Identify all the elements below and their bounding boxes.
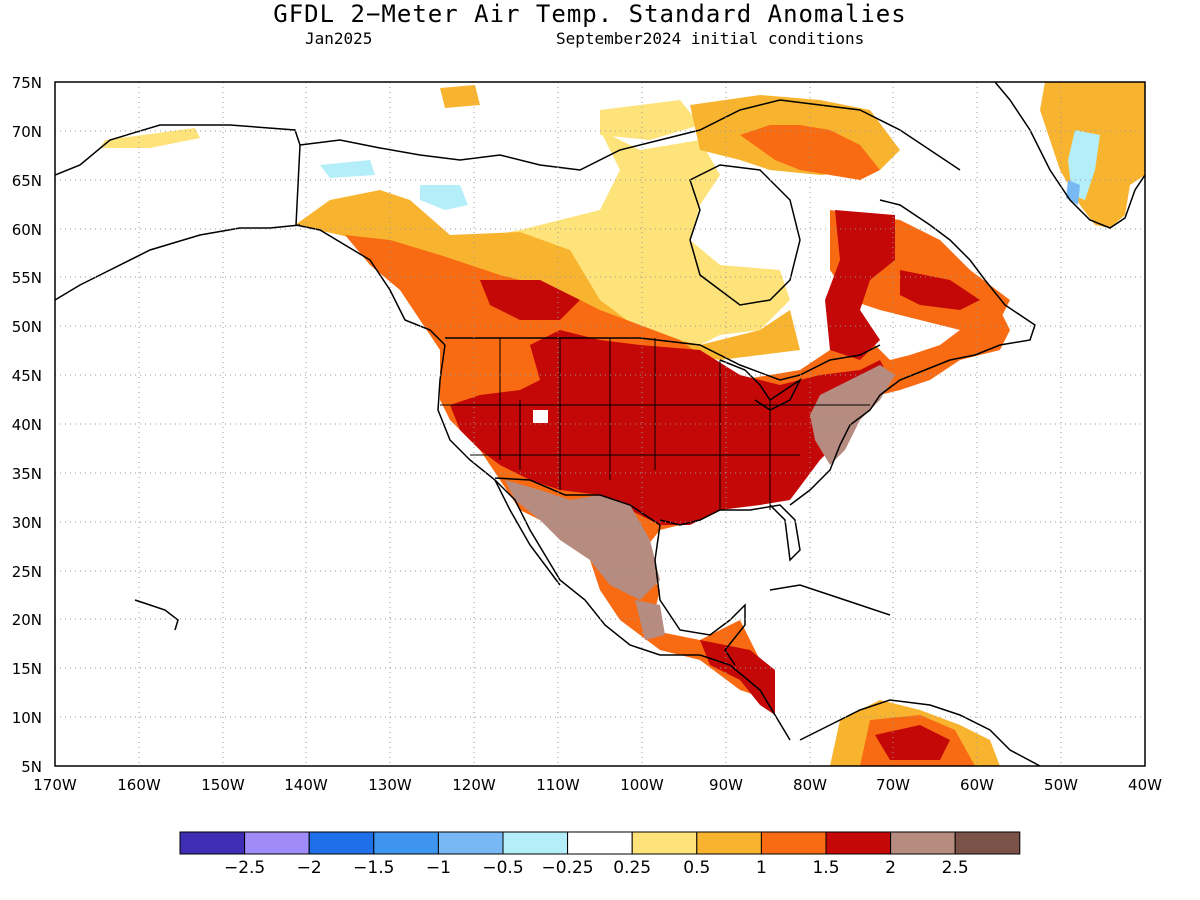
us-mexico-border — [494, 477, 661, 526]
greenland-coast — [994, 82, 1145, 229]
colorbar-swatch — [890, 831, 956, 855]
alaska-south-coast — [55, 224, 301, 301]
lon-label: 100W — [620, 776, 664, 794]
colorbar-label: 0.5 — [683, 858, 710, 878]
colorbar-swatch — [825, 831, 892, 855]
lat-label: 10N — [12, 709, 42, 727]
colorbar-label: −2 — [297, 858, 322, 878]
lon-label: 90W — [709, 776, 743, 794]
lon-label: 170W — [33, 776, 77, 794]
lon-label: 110W — [536, 776, 580, 794]
alaska-yellow-patch — [100, 128, 200, 148]
lon-label: 150W — [201, 776, 245, 794]
anomaly-field — [100, 82, 1145, 766]
red-labrador — [900, 270, 980, 310]
init-conditions-label: September2024 initial conditions — [556, 29, 865, 48]
colorbar-label: 2 — [885, 858, 896, 878]
lat-label: 35N — [12, 465, 42, 483]
lat-label: 55N — [12, 269, 42, 287]
colorbar-swatch — [760, 831, 827, 855]
us-state-lines — [440, 338, 870, 510]
colorbar-label: −1.5 — [353, 858, 394, 878]
atlantic-coast — [789, 199, 1036, 506]
lat-label: 50N — [12, 318, 42, 336]
hawaii — [134, 599, 179, 631]
colorbar-label: −0.25 — [542, 858, 594, 878]
colorbar-label: 1 — [756, 858, 767, 878]
pacific-coast — [437, 344, 791, 741]
lon-label: 70W — [876, 776, 910, 794]
canada-yellow-band — [440, 130, 790, 345]
red-south-america — [875, 725, 950, 760]
red-central-america — [700, 640, 775, 715]
colorbar-swatch — [631, 831, 698, 855]
nwt-cold-patch — [420, 185, 468, 210]
lat-label: 5N — [21, 758, 42, 776]
baja-california — [494, 479, 561, 586]
lon-label: 80W — [793, 776, 827, 794]
colorbar-swatch — [244, 831, 310, 855]
lon-label: 130W — [368, 776, 412, 794]
colorbar-swatch — [567, 831, 633, 855]
colorbar-swatch — [179, 831, 246, 855]
valid-month-label: Jan2025 — [305, 29, 373, 48]
red-quebec — [825, 210, 895, 360]
lat-label: 30N — [12, 514, 42, 532]
lon-label: 60W — [960, 776, 994, 794]
gulf-coast — [659, 504, 801, 562]
colorbar-swatch — [954, 831, 1021, 855]
greenland-cold-patch — [1068, 130, 1100, 200]
lat-label: 65N — [12, 172, 42, 190]
lon-label: 120W — [452, 776, 496, 794]
gridlines — [55, 82, 1145, 766]
colorbar: −2.5 −2 −1.5 −1 −0.5 −0.25 0.25 0.5 1 1.5 2 2.5 — [179, 831, 1021, 878]
colorbar-label: 1.5 — [812, 858, 839, 878]
arctic-small-orange — [440, 85, 480, 108]
orange-band — [295, 190, 800, 360]
arctic-coast — [299, 99, 961, 171]
lat-label: 45N — [12, 367, 42, 385]
colorbar-label: −2.5 — [224, 858, 265, 878]
mexico-gulf-coast — [654, 524, 746, 666]
white-nevada-spot — [533, 410, 548, 423]
colorbar-label: −0.5 — [482, 858, 523, 878]
lon-label: 140W — [284, 776, 328, 794]
brown-gulf-coast — [635, 600, 665, 640]
lat-label: 60N — [12, 221, 42, 239]
colorbar-label: −1 — [426, 858, 451, 878]
lat-label: 20N — [12, 611, 42, 629]
colorbar-swatch — [696, 831, 762, 855]
lon-label: 50W — [1044, 776, 1078, 794]
colorbar-label: 0.25 — [613, 858, 651, 878]
brown-northeast — [810, 365, 895, 465]
caribbean-cuba — [769, 584, 891, 616]
arctic-yellow-patch — [600, 100, 700, 140]
lat-label: 15N — [12, 660, 42, 678]
south-america-coast — [799, 699, 1041, 766]
canada-us-border — [445, 337, 881, 381]
lon-label: 40W — [1128, 776, 1162, 794]
lat-label: 70N — [12, 123, 42, 141]
colorbar-swatch — [308, 831, 375, 855]
colorbar-swatch — [373, 831, 439, 855]
latitude-labels: 75N 70N 65N 60N 55N 50N 45N 40N 35N 30N … — [12, 74, 42, 776]
lon-label: 160W — [117, 776, 161, 794]
brown-mexico — [505, 480, 660, 600]
lat-label: 75N — [12, 74, 42, 92]
map-frame — [54, 81, 1146, 767]
colorbar-label: 2.5 — [942, 858, 969, 878]
lat-label: 25N — [12, 563, 42, 581]
chart-title: GFDL 2−Meter Air Temp. Standard Anomalie… — [273, 0, 907, 28]
red-pacific-nw — [480, 280, 580, 320]
coastlines — [55, 82, 1145, 766]
lat-label: 40N — [12, 416, 42, 434]
colorbar-swatch — [502, 831, 569, 855]
colorbar-swatch — [437, 831, 504, 855]
longitude-labels: 170W 160W 150W 140W 130W 120W 110W 100W … — [33, 776, 1162, 794]
yukon-cold-patch — [320, 160, 375, 178]
